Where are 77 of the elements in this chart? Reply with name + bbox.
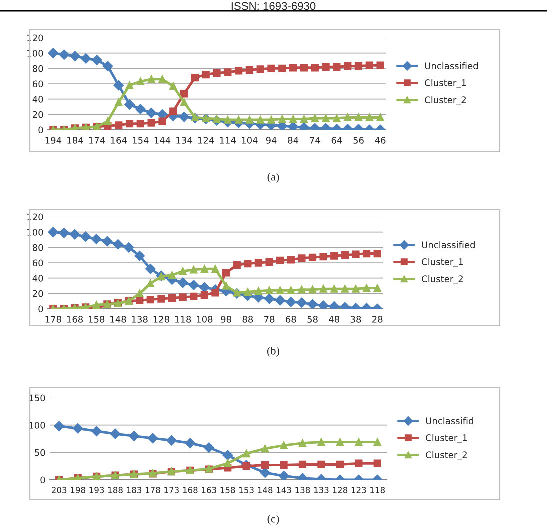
x-tick-label: 188 [108, 487, 123, 494]
x-tick-label: 108 [197, 316, 213, 323]
legend-label: Cluster_1 [426, 434, 468, 444]
text: (b) [268, 346, 280, 358]
x-tick-label: 64 [332, 137, 342, 144]
x-tick-label: 74 [310, 137, 320, 144]
legend-label: Cluster_1 [425, 79, 466, 88]
x-tick-label: 48 [329, 316, 340, 323]
text: ISSN: 1693-6930 [232, 2, 316, 10]
x-tick-label: 134 [176, 137, 192, 144]
x-tick-label: 183 [127, 487, 142, 494]
x-tick-label: 154 [133, 137, 149, 144]
x-tick-label: 118 [175, 316, 192, 323]
x-tick-label: 46 [375, 137, 386, 144]
x-tick-label: 133 [314, 487, 329, 494]
y-tick-label: 40 [32, 275, 44, 282]
x-tick-label: 94 [266, 137, 277, 144]
x-tick-label: 118 [370, 487, 386, 494]
y-tick-label: 100 [30, 422, 46, 429]
x-tick-label: 174 [89, 137, 106, 144]
x-tick-label: 143 [276, 487, 292, 494]
x-tick-label: 128 [154, 316, 170, 323]
x-tick-label: 203 [52, 487, 67, 494]
x-tick-label: 153 [240, 487, 254, 494]
x-tick-label: 124 [198, 137, 214, 144]
x-tick-label: 178 [46, 316, 62, 323]
x-tick-label: 158 [220, 487, 236, 494]
x-tick-label: 138 [132, 316, 148, 323]
x-tick-label: 123 [352, 487, 366, 494]
x-tick-label: 114 [220, 137, 236, 144]
x-tick-label: 84 [288, 137, 299, 144]
y-tick-label: 80 [32, 65, 44, 72]
x-tick-label: 184 [68, 137, 84, 144]
x-tick-label: 163 [202, 487, 216, 494]
legend-label: Cluster_1 [422, 258, 464, 268]
legend-label: Unclassified [425, 62, 478, 70]
x-tick-label: 78 [264, 316, 275, 323]
x-tick-label: 138 [296, 487, 310, 494]
x-tick-label: 164 [111, 137, 127, 144]
y-tick-label: 40 [32, 96, 44, 103]
x-tick-label: 104 [242, 137, 258, 144]
x-tick-label: 173 [164, 487, 179, 494]
y-tick-label: 20 [33, 111, 44, 118]
y-tick-label: 20 [33, 290, 44, 298]
legend-label: Unclassifid [426, 418, 474, 425]
x-tick-label: 128 [333, 487, 348, 494]
y-tick-label: 0 [40, 476, 46, 484]
x-tick-label: 28 [372, 316, 383, 323]
x-tick-label: 158 [89, 316, 105, 323]
y-tick-label: 50 [35, 449, 46, 456]
x-tick-label: 168 [67, 316, 84, 323]
x-tick-label: 194 [46, 137, 62, 144]
legend-label: Cluster_2 [425, 96, 466, 106]
legend-label: Cluster_2 [422, 275, 463, 284]
x-tick-label: 144 [154, 137, 171, 144]
text: (c) [268, 514, 280, 526]
y-tick-label: 0 [38, 126, 44, 134]
y-tick-label: 80 [32, 244, 44, 252]
x-tick-label: 148 [110, 316, 126, 323]
x-tick-label: 98 [221, 316, 232, 323]
y-tick-label: 150 [30, 394, 46, 402]
legend-label: Unclassified [422, 242, 475, 249]
y-tick-label: 60 [32, 80, 44, 88]
x-tick-label: 148 [258, 487, 273, 494]
x-tick-label: 178 [146, 487, 160, 494]
x-tick-label: 198 [71, 487, 86, 494]
x-tick-label: 58 [308, 316, 318, 323]
text: (a) [268, 172, 280, 184]
x-tick-label: 38 [350, 316, 362, 323]
x-tick-label: 88 [242, 316, 254, 323]
x-tick-label: 56 [354, 137, 364, 144]
x-tick-label: 193 [90, 487, 104, 494]
x-tick-label: 68 [286, 316, 296, 323]
y-tick-label: 60 [32, 260, 44, 267]
y-tick-label: 0 [38, 306, 44, 313]
x-tick-label: 168 [183, 487, 198, 494]
legend-label: Cluster_2 [426, 451, 467, 460]
